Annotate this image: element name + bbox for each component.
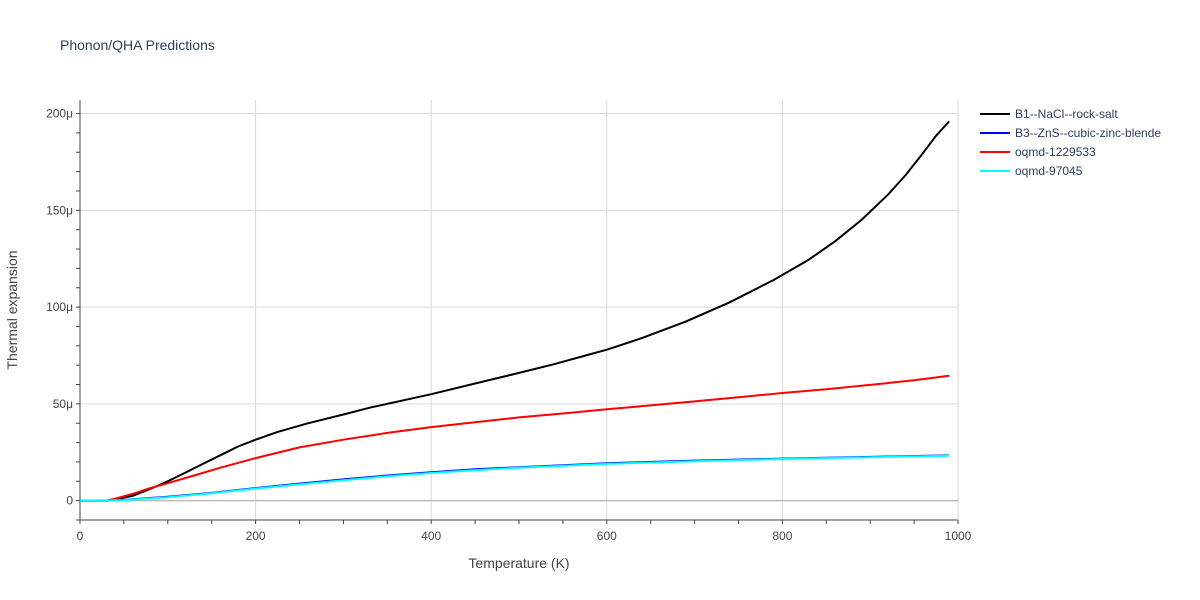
legend-item: B3--ZnS--cubic-zinc-blende xyxy=(980,126,1161,140)
y-tick-label: 200μ xyxy=(46,107,73,121)
series-line-oqmd-97045 xyxy=(80,454,950,502)
legend-label: oqmd-1229533 xyxy=(1015,145,1096,159)
y-tick-label: 150μ xyxy=(46,203,73,217)
legend-item: B1--NaCl--rock-salt xyxy=(980,107,1118,121)
legend-label: B1--NaCl--rock-salt xyxy=(1015,107,1118,121)
legend-label: B3--ZnS--cubic-zinc-blende xyxy=(1015,126,1161,140)
grid xyxy=(80,100,959,520)
series-line-b1-nacl-rock-salt xyxy=(80,120,950,502)
x-tick-label: 0 xyxy=(77,529,84,543)
x-tick-label: 800 xyxy=(772,529,792,543)
legend-item: oqmd-97045 xyxy=(980,164,1083,178)
series-layer xyxy=(80,120,950,502)
legend: B1--NaCl--rock-salt B3--ZnS--cubic-zinc-b… xyxy=(980,107,1161,178)
y-tick-label: 0 xyxy=(66,494,73,508)
legend-item: oqmd-1229533 xyxy=(980,145,1096,159)
x-tick-label: 200 xyxy=(246,529,266,543)
legend-label: oqmd-97045 xyxy=(1015,164,1083,178)
x-tick-label: 400 xyxy=(421,529,441,543)
tick-labels: 0 200 400 600 800 1000 0 50μ 100μ 150μ 200μ xyxy=(46,107,972,543)
series-line-oqmd-1229533 xyxy=(80,374,950,502)
axes xyxy=(76,100,959,524)
x-tick-label: 1000 xyxy=(945,529,972,543)
x-tick-label: 600 xyxy=(597,529,617,543)
y-tick-label: 50μ xyxy=(53,397,73,411)
chart-title: Phonon/QHA Predictions xyxy=(60,37,215,53)
y-tick-label: 100μ xyxy=(46,300,73,314)
y-axis-title: Thermal expansion xyxy=(4,250,20,369)
x-axis-title: Temperature (K) xyxy=(468,555,569,571)
